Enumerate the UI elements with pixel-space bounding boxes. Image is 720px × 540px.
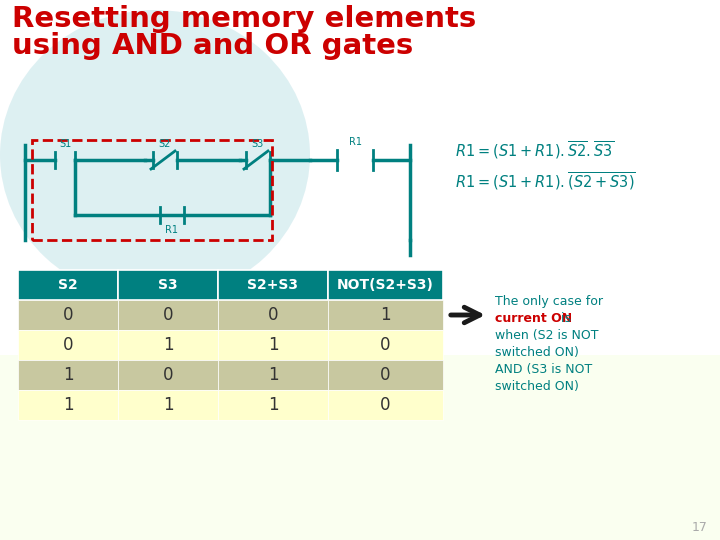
Text: $R1 = (S1 + R1).\overline{(S2 + S3)}$: $R1 = (S1 + R1).\overline{(S2 + S3)}$ xyxy=(455,171,636,193)
Text: using AND and OR gates: using AND and OR gates xyxy=(12,32,413,60)
Text: 0: 0 xyxy=(163,366,174,384)
Text: S2+S3: S2+S3 xyxy=(248,278,299,292)
Text: 0: 0 xyxy=(63,306,73,324)
Bar xyxy=(18,270,118,300)
Text: S2: S2 xyxy=(58,278,78,292)
Bar xyxy=(0,355,720,540)
Bar xyxy=(32,140,272,240)
Text: 17: 17 xyxy=(692,521,708,534)
Bar xyxy=(218,330,328,360)
Text: The only case for: The only case for xyxy=(495,295,603,308)
Text: 0: 0 xyxy=(380,336,391,354)
Bar xyxy=(18,300,118,330)
Bar xyxy=(118,300,218,330)
Bar xyxy=(118,270,218,300)
Bar xyxy=(18,390,118,420)
Text: R1: R1 xyxy=(166,225,179,235)
Text: Resetting memory elements: Resetting memory elements xyxy=(12,5,476,33)
Text: 1: 1 xyxy=(63,396,73,414)
Text: switched ON): switched ON) xyxy=(495,346,579,359)
Text: S3: S3 xyxy=(158,278,178,292)
Text: S3: S3 xyxy=(252,139,264,149)
Bar xyxy=(328,360,443,390)
Bar xyxy=(218,390,328,420)
Bar xyxy=(18,330,118,360)
Bar xyxy=(218,270,328,300)
Text: 1: 1 xyxy=(163,336,174,354)
Text: 0: 0 xyxy=(163,306,174,324)
Text: switched ON): switched ON) xyxy=(495,380,579,393)
Bar xyxy=(118,360,218,390)
Text: 1: 1 xyxy=(268,336,279,354)
Ellipse shape xyxy=(0,10,310,300)
Bar xyxy=(118,330,218,360)
Text: 0: 0 xyxy=(268,306,278,324)
Text: 1: 1 xyxy=(163,396,174,414)
Bar xyxy=(328,300,443,330)
Text: R1: R1 xyxy=(348,137,361,147)
Text: 0: 0 xyxy=(63,336,73,354)
Text: 1: 1 xyxy=(380,306,391,324)
Bar xyxy=(328,330,443,360)
Text: $R1 = (S1 + R1).\overline{S2}.\overline{S3}$: $R1 = (S1 + R1).\overline{S2}.\overline{… xyxy=(455,139,614,161)
Text: S1: S1 xyxy=(59,139,71,149)
Bar xyxy=(328,390,443,420)
Text: when (S2 is NOT: when (S2 is NOT xyxy=(495,329,598,342)
Text: NOT(S2+S3): NOT(S2+S3) xyxy=(337,278,434,292)
Text: 1: 1 xyxy=(268,366,279,384)
Bar xyxy=(218,360,328,390)
Text: S2: S2 xyxy=(159,139,171,149)
Text: 1: 1 xyxy=(268,396,279,414)
Bar xyxy=(328,270,443,300)
Text: 0: 0 xyxy=(380,396,391,414)
Text: 0: 0 xyxy=(380,366,391,384)
Bar xyxy=(218,300,328,330)
Bar xyxy=(118,390,218,420)
Text: AND (S3 is NOT: AND (S3 is NOT xyxy=(495,363,593,376)
Text: is: is xyxy=(557,312,571,325)
Text: 1: 1 xyxy=(63,366,73,384)
Bar xyxy=(18,360,118,390)
Text: current ON: current ON xyxy=(495,312,572,325)
